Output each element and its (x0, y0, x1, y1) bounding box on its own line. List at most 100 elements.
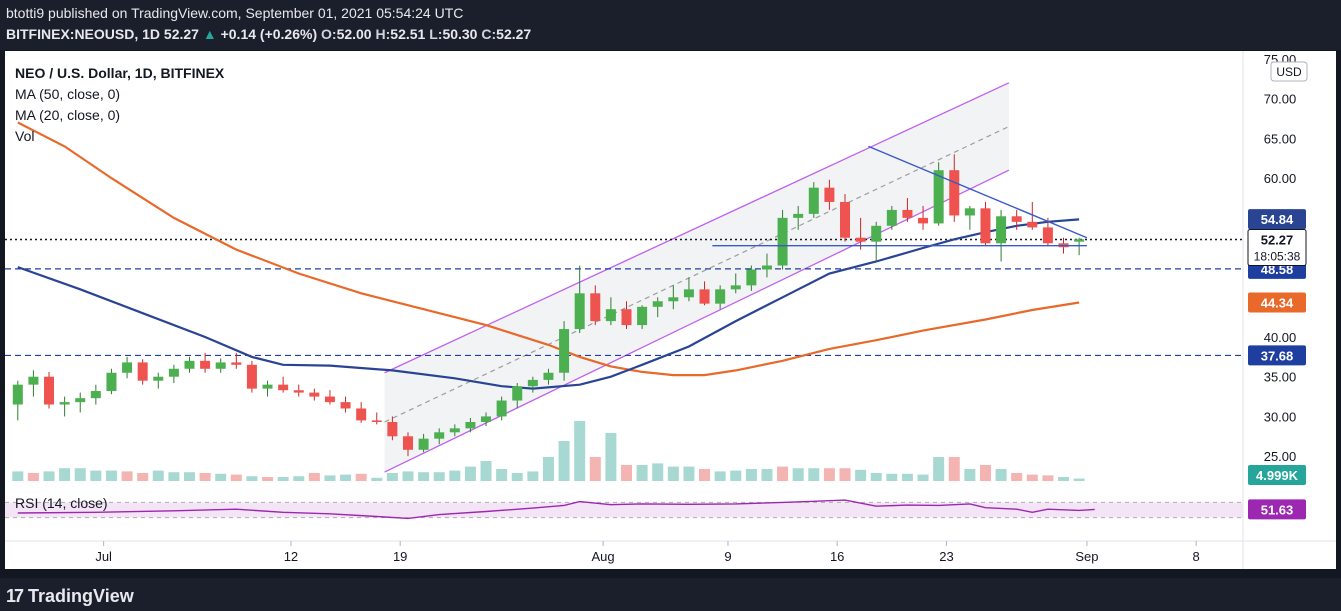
candle-body (964, 208, 975, 216)
volume-bar (121, 471, 133, 481)
time-tick-label: 23 (939, 549, 953, 564)
volume-bar (324, 475, 336, 481)
volume-bar (589, 457, 601, 481)
publish-line: btotti9 published on TradingView.com, Se… (6, 5, 464, 21)
candle-body (44, 376, 55, 405)
volume-bar (542, 457, 554, 481)
ma20-line (17, 218, 1080, 390)
candle-body (590, 293, 601, 322)
volume-bar (277, 477, 289, 481)
volume-bar (27, 473, 39, 481)
high-value: 52.51 (390, 26, 426, 42)
volume-bar (402, 471, 414, 481)
channel-mid-line (384, 125, 1010, 423)
candle-body (605, 309, 616, 322)
volume-bar (792, 468, 804, 481)
rsi-line (17, 499, 1095, 520)
tradingview-logo-icon: 17 (6, 586, 24, 606)
candle-body (949, 170, 960, 216)
ma50-line (17, 121, 1080, 377)
candle-body (1042, 227, 1053, 244)
price-chart[interactable]: 25.0030.0035.0040.0045.0050.0055.0060.00… (5, 51, 1336, 569)
time-tick-label: 12 (284, 549, 298, 564)
volume-value-label: 4.999K (1256, 468, 1299, 483)
volume-bar (464, 466, 476, 481)
candle-body (184, 360, 195, 369)
candle-body (122, 362, 133, 373)
rsi-pane (5, 499, 1243, 520)
volume-bar (183, 472, 195, 481)
volume-bar (1058, 477, 1070, 481)
time-tick-label: 16 (830, 549, 844, 564)
candle-body (793, 213, 804, 218)
candle-body (1027, 221, 1038, 228)
time-axis[interactable]: Jul 12 19 Aug 9 16 23 Sep 8 (95, 541, 1200, 564)
candle-body (387, 421, 398, 437)
volume-bar (1026, 474, 1038, 481)
price-label: 37.68 (1261, 348, 1294, 363)
volume-bar (293, 476, 305, 481)
last-price: 52.27 (163, 26, 199, 42)
volume-bar (308, 473, 320, 481)
volume-bar (823, 468, 835, 481)
candle-body (746, 269, 757, 286)
volume-bar (979, 465, 991, 481)
candle-body (371, 420, 382, 422)
volume-bar (558, 441, 570, 481)
candle-body (715, 289, 726, 304)
candle-body (496, 400, 507, 417)
chart-panel[interactable]: 25.0030.0035.0040.0045.0050.0055.0060.00… (5, 51, 1336, 569)
candle-body (402, 436, 413, 450)
volume-bar (652, 463, 664, 481)
volume-bar (230, 474, 242, 481)
price-label-box (1248, 209, 1306, 230)
time-tick-label: Aug (592, 549, 615, 564)
volume-bar (901, 473, 913, 481)
volume-bar (1042, 475, 1054, 481)
volume-bar (574, 421, 586, 481)
volume-bar (527, 471, 539, 481)
low-label: L: (429, 26, 443, 42)
volume-bar (761, 469, 773, 481)
price-label-box (1248, 345, 1306, 366)
time-tick-label: 9 (724, 549, 731, 564)
volume-bar (137, 473, 149, 481)
tradingview-logo[interactable]: 17 TradingView (6, 586, 134, 607)
volume-bar (43, 471, 55, 481)
volume-bar (964, 469, 976, 481)
candle-body (574, 293, 585, 330)
volume-bar (745, 469, 757, 481)
candle-body (168, 368, 179, 377)
volume-bar (12, 471, 24, 481)
open-value: 52.00 (336, 26, 372, 42)
triangle-top-line (868, 145, 1088, 239)
price-label: 54.84 (1261, 212, 1294, 227)
candle-body (840, 201, 851, 238)
candle-body (356, 408, 367, 421)
candles (12, 154, 1085, 457)
currency-button-label[interactable]: USD (1276, 65, 1302, 79)
ticker-symbol: BITFINEX:NEOUSD, 1D (6, 26, 161, 42)
ohlc-line: BITFINEX:NEOUSD, 1D 52.27 ▲ +0.14 (+0.26… (6, 26, 531, 42)
candle-body (215, 362, 226, 369)
volume-bar (917, 474, 929, 481)
candle-body (28, 376, 39, 385)
candle-body (418, 438, 429, 450)
volume-bar (168, 472, 180, 481)
currency-button[interactable] (1270, 61, 1308, 82)
volume-bar (105, 470, 117, 481)
low-value: 50.30 (442, 26, 478, 42)
volume-bar (90, 470, 102, 481)
price-label: 44.34 (1261, 296, 1294, 311)
candle-body (59, 402, 70, 405)
price-tick-label: 60.00 (1264, 171, 1297, 186)
last-price-box (1247, 229, 1307, 267)
candle-body (527, 379, 538, 387)
volume-bar (777, 466, 789, 481)
close-label: C: (481, 26, 497, 42)
candle-body (434, 432, 445, 439)
candle-body (200, 360, 211, 369)
candle-body (933, 170, 944, 224)
candle-body (465, 421, 476, 429)
volume-bar (152, 470, 164, 481)
